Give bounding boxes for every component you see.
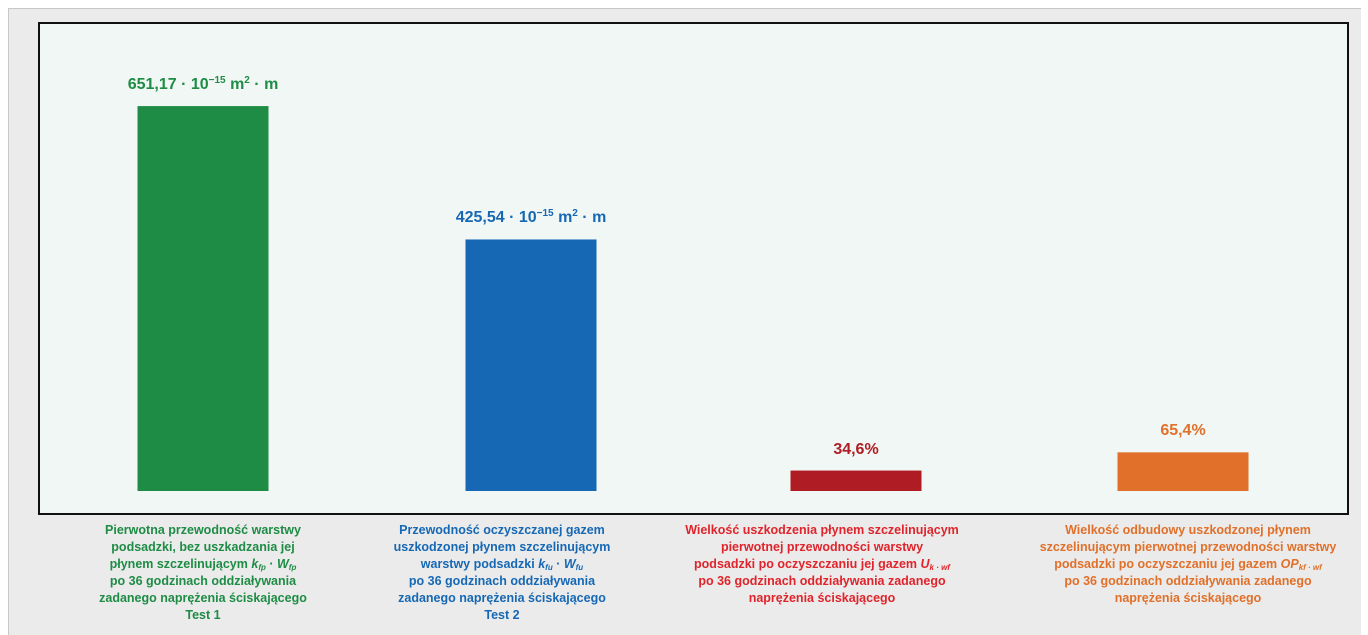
data-label-bar-2: 425,54 · 10−15 m2 · m [455, 208, 607, 227]
data-label-bar-4: 65,4% [1160, 422, 1206, 440]
data-label-bar-3: 34,6% [833, 440, 879, 458]
category-label-4: Wielkość odbudowy uszkodzonej płynem szc… [1039, 523, 1337, 605]
data-label-bar-1: 651,17 · 10−15 m2 · m [127, 75, 279, 94]
category-label-2: Przewodność oczyszczanej gazem uszkodzon… [393, 523, 611, 622]
bar-3 [790, 470, 922, 491]
bar-1 [137, 106, 269, 491]
bar-4 [1117, 452, 1249, 491]
category-label-3: Wielkość uszkodzenia płynem szczelinując… [685, 523, 959, 605]
category-label-1: Pierwotna przewodność warstwy podsadzki,… [99, 523, 307, 622]
bar-2 [465, 239, 597, 491]
